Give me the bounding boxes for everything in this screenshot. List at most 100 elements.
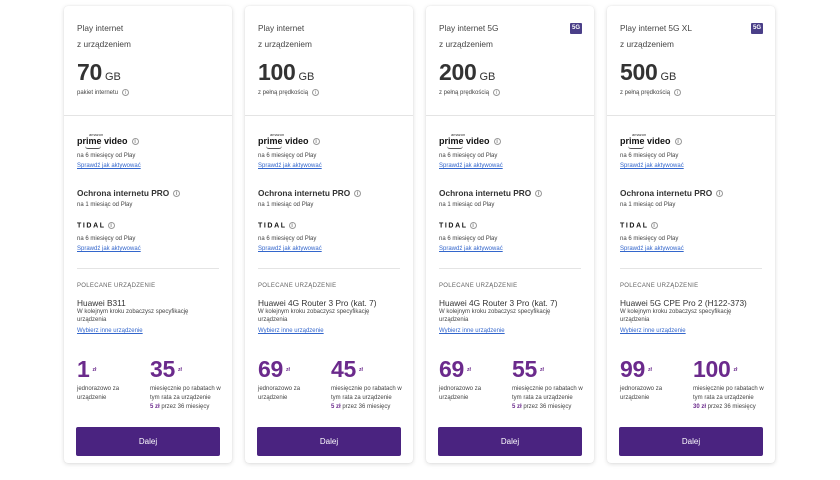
divider xyxy=(439,268,581,269)
plan-title: Play internet z urządzeniem xyxy=(258,23,312,49)
next-button[interactable]: Dalej xyxy=(76,427,220,456)
speed-note: z pełną prędkością i xyxy=(439,89,501,97)
tidal-logo: TIDAL i xyxy=(620,222,658,229)
recommended-device-label: POLECANE URZĄDZENIE xyxy=(77,283,156,289)
info-icon[interactable]: i xyxy=(122,89,130,96)
speed-note-text: z pełną prędkością xyxy=(439,90,490,97)
info-icon[interactable]: i xyxy=(107,222,115,229)
data-amount: 100 xyxy=(258,59,296,85)
tidal-activate-link[interactable]: Sprawdź jak aktywować xyxy=(620,246,684,252)
data-allowance: 200 GB xyxy=(439,59,495,86)
amazon-wordmark: amazon xyxy=(270,132,285,137)
prime-activate-link[interactable]: Sprawdź jak aktywować xyxy=(77,163,141,169)
monthly-price-desc: miesięcznie po rabatach w tym rata za ur… xyxy=(693,386,764,410)
tidal-activate-link[interactable]: Sprawdź jak aktywować xyxy=(77,246,141,252)
speed-note: z pełną prędkością i xyxy=(620,89,682,96)
monthly-price-desc: miesięcznie po rabatach w tym rata za ur… xyxy=(331,386,402,410)
tidal-period: na 6 miesięcy od Play xyxy=(439,236,498,242)
info-icon[interactable]: i xyxy=(131,138,139,146)
protection-title: Ochrona internetu PRO i xyxy=(77,188,181,198)
card-header: Play internet 5G z urządzeniem 5G 200 GB z… xyxy=(426,6,594,116)
amazon-smile-icon xyxy=(85,146,101,149)
amazon-smile-icon xyxy=(266,146,282,149)
info-icon[interactable]: i xyxy=(312,89,320,96)
data-unit: GB xyxy=(479,71,496,83)
5g-badge: 5G xyxy=(751,23,763,34)
info-icon[interactable]: i xyxy=(674,138,682,146)
recommended-device-label: POLECANE URZĄDZENIE xyxy=(258,283,337,289)
prime-video-logo: amazon prime video i xyxy=(620,132,682,149)
info-icon[interactable]: i xyxy=(650,222,658,229)
protection-period: na 1 miesiąc od Play xyxy=(258,202,314,208)
device-description: W kolejnym kroku zobaczysz specyfikację … xyxy=(620,309,732,323)
data-unit: GB xyxy=(660,71,677,83)
choose-other-device-link[interactable]: Wybierz inne urządzenie xyxy=(439,328,505,334)
plan-title: Play internet 5G XL z urządzeniem xyxy=(620,23,692,49)
prime-activate-link[interactable]: Sprawdź jak aktywować xyxy=(258,163,322,169)
amazon-wordmark: amazon xyxy=(632,132,647,137)
prime-activate-link[interactable]: Sprawdź jak aktywować xyxy=(439,163,503,169)
data-allowance: 500 GB xyxy=(620,59,676,86)
monthly-price: 35 zł xyxy=(150,356,182,382)
data-amount: 500 xyxy=(620,59,658,85)
monthly-price-desc: miesięcznie po rabatach w tym rata za ur… xyxy=(150,386,221,410)
card-header: Play internet z urządzeniem 70 GB pakiet i… xyxy=(64,6,232,116)
tidal-activate-link[interactable]: Sprawdź jak aktywować xyxy=(439,246,503,252)
info-icon[interactable]: i xyxy=(674,89,682,96)
one-time-price-desc: jednorazowo za urządzenie xyxy=(439,386,482,401)
monthly-price: 45 zł xyxy=(331,356,363,382)
choose-other-device-link[interactable]: Wybierz inne urządzenie xyxy=(77,328,143,334)
info-icon[interactable]: i xyxy=(173,190,181,198)
info-icon[interactable]: i xyxy=(469,222,477,229)
prime-period: na 6 miesięcy od Play xyxy=(620,153,679,159)
prime-video-logo: amazon prime video i xyxy=(258,132,320,149)
amazon-wordmark: amazon xyxy=(89,132,104,137)
card-header: Play internet 5G XL z urządzeniem 5G 500 G… xyxy=(607,6,775,116)
device-description: W kolejnym kroku zobaczysz specyfikację … xyxy=(258,309,370,323)
tidal-period: na 6 miesięcy od Play xyxy=(258,236,317,242)
next-button[interactable]: Dalej xyxy=(619,427,763,456)
choose-other-device-link[interactable]: Wybierz inne urządzenie xyxy=(258,328,324,334)
info-icon[interactable]: i xyxy=(716,190,724,198)
next-button[interactable]: Dalej xyxy=(438,427,582,456)
amazon-smile-icon xyxy=(628,146,644,149)
info-icon[interactable]: i xyxy=(288,222,296,229)
data-allowance: 70 GB xyxy=(77,59,121,86)
info-icon[interactable]: i xyxy=(535,190,543,198)
choose-other-device-link[interactable]: Wybierz inne urządzenie xyxy=(620,328,686,334)
one-time-price-desc: jednorazowo za urządzenie xyxy=(258,386,301,401)
tidal-logo: TIDAL i xyxy=(258,222,296,229)
offer-card: Play internet z urządzeniem 100 GB z pełną… xyxy=(245,6,413,463)
divider xyxy=(258,268,400,269)
monthly-price-desc: miesięcznie po rabatach w tym rata za ur… xyxy=(512,386,583,410)
tidal-logo: TIDAL i xyxy=(439,222,477,229)
device-description: W kolejnym kroku zobaczysz specyfikację … xyxy=(77,309,189,323)
info-icon[interactable]: i xyxy=(312,138,320,146)
info-icon[interactable]: i xyxy=(493,138,501,146)
amazon-smile-icon xyxy=(447,146,463,149)
data-unit: GB xyxy=(104,71,121,83)
data-amount: 200 xyxy=(439,59,477,85)
speed-note-text: pakiet internetu xyxy=(77,90,119,97)
tidal-activate-link[interactable]: Sprawdź jak aktywować xyxy=(258,246,322,252)
recommended-device-label: POLECANE URZĄDZENIE xyxy=(439,283,518,289)
info-icon[interactable]: i xyxy=(493,89,501,96)
info-icon[interactable]: i xyxy=(354,190,362,198)
prime-video-wordmark: prime video i xyxy=(620,137,682,146)
amazon-wordmark: amazon xyxy=(451,132,466,137)
next-button[interactable]: Dalej xyxy=(257,427,401,456)
device-name: Huawei 4G Router 3 Pro (kat. 7) xyxy=(439,298,558,308)
protection-period: na 1 miesiąc od Play xyxy=(77,202,133,208)
prime-video-wordmark: prime video i xyxy=(258,137,320,146)
prime-period: na 6 miesięcy od Play xyxy=(439,153,498,159)
tidal-period: na 6 miesięcy od Play xyxy=(77,236,136,242)
tidal-logo: TIDAL i xyxy=(77,222,115,229)
one-time-price-desc: jednorazowo za urządzenie xyxy=(620,386,663,401)
device-description: W kolejnym kroku zobaczysz specyfikację … xyxy=(439,309,551,323)
prime-activate-link[interactable]: Sprawdź jak aktywować xyxy=(620,163,684,169)
one-time-price: 99 zł xyxy=(620,356,652,382)
prime-video-wordmark: prime video i xyxy=(439,137,501,146)
prime-period: na 6 miesięcy od Play xyxy=(258,153,317,159)
monthly-price: 55 zł xyxy=(512,356,544,382)
